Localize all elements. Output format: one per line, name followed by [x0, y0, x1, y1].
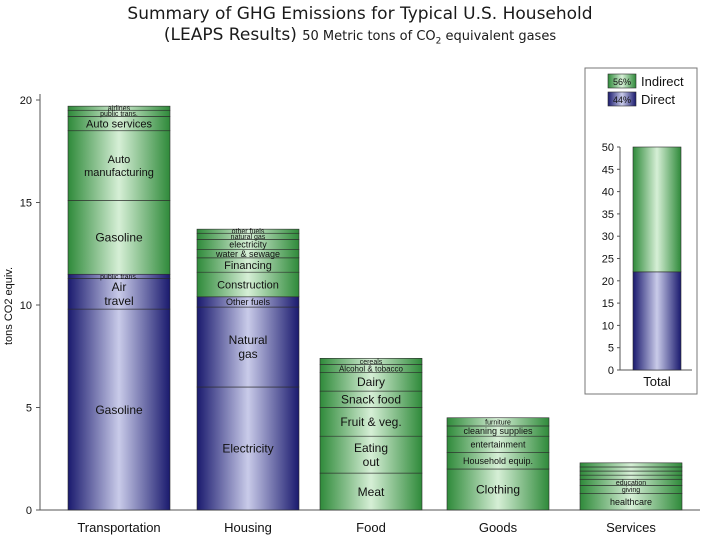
- bar-segment: [579, 470, 683, 476]
- segment-label: public trans.: [100, 111, 138, 118]
- bar-food: Meat Eating out Fruit & veg. Snack food Dairy…: [319, 357, 423, 511]
- legend-pct: 44%: [613, 95, 631, 105]
- total-category-label: Total: [643, 374, 671, 389]
- segment-label: Eating out: [354, 441, 388, 469]
- segment-label: healthcare: [610, 497, 652, 507]
- segment-label: other fuels: [232, 229, 265, 236]
- total-indirect-segment: [632, 146, 682, 273]
- inset-tick-label: 0: [608, 365, 614, 377]
- segment-label: Dairy: [357, 375, 385, 389]
- segment-label: natural gas: [231, 234, 266, 241]
- bar-segment: [196, 228, 300, 234]
- y-tick-label: 5: [26, 403, 32, 415]
- total-inset: 0 5 10 15 20 25 30 35 40 45 50 Total 56% Indirect 44% D…: [584, 67, 698, 395]
- segment-label: public trans.: [100, 274, 138, 281]
- segment-label: Auto manufacturing: [84, 154, 154, 179]
- title-note: 50 Metric tons of CO2 equivalent gases: [302, 29, 557, 47]
- bar-segment: [579, 466, 683, 472]
- segment-label: water & sewage: [215, 249, 280, 259]
- bar-segment: [196, 306, 300, 388]
- category-label: Goods: [479, 520, 518, 535]
- bar-segment: [579, 462, 683, 468]
- legend-label: Indirect: [641, 74, 684, 89]
- segment-label: electricity: [229, 240, 267, 250]
- legend-swatch-direct: [607, 91, 637, 107]
- segment-label: Air travel: [104, 280, 133, 308]
- inset-tick-label: 35: [602, 209, 614, 221]
- segment-label: airlines: [108, 106, 131, 113]
- chart-title: Summary of GHG Emissions for Typical U.S…: [0, 4, 720, 53]
- bar-segment: [67, 105, 171, 111]
- segment-label: cleaning supplies: [463, 426, 533, 436]
- segment-label: Snack food: [341, 393, 401, 407]
- legend-label: Direct: [641, 92, 675, 107]
- category-label: Transportation: [77, 520, 160, 535]
- bar-segment: [196, 386, 300, 511]
- segment-label: Auto services: [86, 118, 153, 130]
- segment-label: Gasoline: [95, 403, 143, 417]
- segment-label: cereals: [360, 359, 383, 366]
- title-line-2: (LEAPS Results) 50 Metric tons of CO2 eq…: [0, 25, 720, 53]
- segment-label: Clothing: [476, 483, 520, 497]
- y-axis-label: tons CO2 equiv.: [3, 267, 15, 345]
- category-labels: Transportation Housing Food Goods Services: [77, 520, 656, 535]
- segment-label: entertainment: [470, 440, 526, 450]
- segment-label: Fruit & veg.: [340, 415, 401, 429]
- category-label: Services: [606, 520, 656, 535]
- bar-segment: [67, 278, 171, 310]
- inset-tick-label: 30: [602, 231, 614, 243]
- bar-segment: [67, 130, 171, 201]
- segment-label: education: [616, 480, 646, 487]
- segment-label: Natural gas: [229, 333, 268, 361]
- segment-label: Construction: [217, 279, 279, 291]
- inset-tick-label: 40: [602, 187, 614, 199]
- bar-segment: [67, 200, 171, 275]
- segment-label: Electricity: [222, 442, 273, 456]
- y-tick-label: 15: [20, 198, 32, 210]
- bar-segment: [319, 435, 423, 474]
- bar-segment: [579, 474, 683, 480]
- segment-label: Gasoline: [95, 231, 143, 245]
- legend-swatch-indirect: [607, 73, 637, 89]
- category-label: Housing: [224, 520, 272, 535]
- category-label: Food: [356, 520, 386, 535]
- inset-tick-label: 5: [608, 343, 614, 355]
- bar-goods: Clothing Household equip. entertainment cle…: [446, 417, 550, 511]
- inset-tick-label: 25: [602, 254, 614, 266]
- title-line-1: Summary of GHG Emissions for Typical U.S…: [127, 4, 593, 24]
- bar-segment: [319, 472, 423, 511]
- inset-tick-label: 15: [602, 298, 614, 310]
- bar-segment: [446, 468, 550, 511]
- bar-housing: Electricity Natural gas Other fuels Construc…: [196, 228, 300, 511]
- y-tick-label: 0: [26, 505, 32, 517]
- segment-label: Household equip.: [463, 456, 533, 466]
- inset-tick-label: 20: [602, 276, 614, 288]
- bar-segment: [319, 357, 423, 365]
- bar-segment: [67, 308, 171, 511]
- title-leaps: (LEAPS Results): [163, 25, 297, 45]
- legend-pct: 56%: [613, 77, 631, 87]
- inset-tick-label: 10: [602, 320, 614, 332]
- segment-label: Other fuels: [226, 297, 271, 307]
- segment-label: Meat: [358, 485, 385, 499]
- bar-segment: [446, 417, 550, 427]
- total-direct-segment: [632, 271, 682, 371]
- segment-label: giving: [622, 487, 640, 494]
- inset-tick-label: 45: [602, 164, 614, 176]
- y-tick-label: 10: [20, 300, 32, 312]
- segment-label: furniture: [485, 419, 511, 426]
- bar-segment: [196, 271, 300, 298]
- y-tick-label: 20: [20, 95, 32, 107]
- segment-label: Financing: [224, 260, 272, 272]
- inset-tick-label: 50: [602, 142, 614, 154]
- segment-label: Alcohol & tobacco: [339, 364, 404, 373]
